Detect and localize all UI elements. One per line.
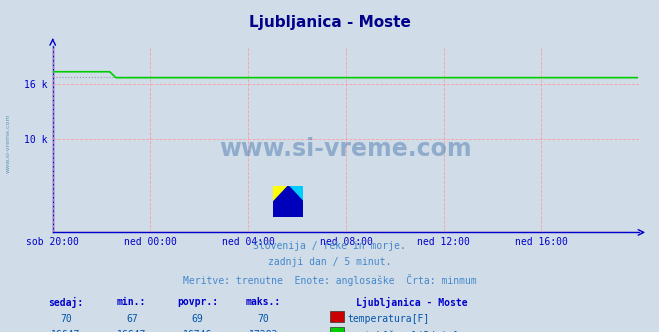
Text: www.si-vreme.com: www.si-vreme.com bbox=[219, 137, 473, 161]
Text: 67: 67 bbox=[126, 314, 138, 324]
Text: 16647: 16647 bbox=[51, 330, 80, 332]
Text: zadnji dan / 5 minut.: zadnji dan / 5 minut. bbox=[268, 257, 391, 267]
Text: Meritve: trenutne  Enote: anglosaške  Črta: minmum: Meritve: trenutne Enote: anglosaške Črta… bbox=[183, 274, 476, 286]
Polygon shape bbox=[273, 186, 289, 202]
Text: povpr.:: povpr.: bbox=[177, 297, 218, 307]
Text: 69: 69 bbox=[192, 314, 204, 324]
Polygon shape bbox=[273, 186, 303, 217]
Text: Ljubljanica - Moste: Ljubljanica - Moste bbox=[356, 297, 467, 308]
Text: 70: 70 bbox=[258, 314, 270, 324]
Text: pretok[čevelj3/min]: pretok[čevelj3/min] bbox=[347, 330, 459, 332]
Text: 17283: 17283 bbox=[249, 330, 278, 332]
Text: maks.:: maks.: bbox=[246, 297, 281, 307]
Text: 16647: 16647 bbox=[117, 330, 146, 332]
Text: temperatura[F]: temperatura[F] bbox=[347, 314, 430, 324]
Text: Slovenija / reke in morje.: Slovenija / reke in morje. bbox=[253, 241, 406, 251]
Text: Ljubljanica - Moste: Ljubljanica - Moste bbox=[248, 15, 411, 30]
Text: www.si-vreme.com: www.si-vreme.com bbox=[5, 113, 11, 173]
Text: 16746: 16746 bbox=[183, 330, 212, 332]
Text: 70: 70 bbox=[60, 314, 72, 324]
Text: sedaj:: sedaj: bbox=[48, 297, 84, 308]
Polygon shape bbox=[289, 186, 303, 202]
Text: min.:: min.: bbox=[117, 297, 146, 307]
